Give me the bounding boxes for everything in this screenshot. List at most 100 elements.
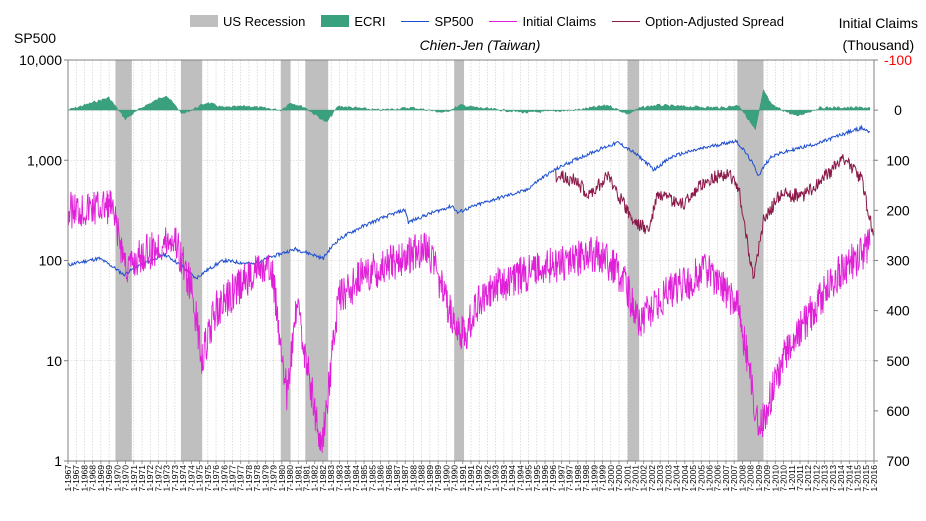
x-axis-tick-label: 1-2007: [721, 465, 731, 492]
legend-label-recession: US Recession: [223, 13, 306, 29]
x-axis-tick-label: 7-1998: [581, 465, 591, 492]
x-axis-tick-label: 7-2009: [762, 465, 772, 492]
claims-swatch-icon: [489, 20, 518, 22]
x-axis-tick-label: 7-1981: [302, 465, 312, 492]
x-axis-tick-label: 1-1989: [425, 465, 435, 492]
recession-bar: [180, 60, 203, 461]
x-axis-tick-label: 1-1968: [79, 465, 89, 492]
x-axis-tick-label: 1-1980: [277, 465, 287, 492]
x-axis-tick-label: 7-1967: [71, 465, 81, 492]
x-axis-tick-label: 1-1988: [408, 465, 418, 492]
left-axis-tick-label: 100: [39, 253, 63, 269]
recession-bar: [115, 60, 132, 461]
legend-label-sp500: SP500: [434, 13, 474, 29]
x-axis-tick-label: 1-1967: [63, 465, 73, 492]
x-axis-tick-label: 7-1988: [417, 465, 427, 492]
x-axis-tick-label: 1-2015: [853, 465, 863, 492]
right-axis-tick-label: 400: [886, 303, 910, 319]
x-axis-tick-label: 1-1991: [458, 465, 468, 492]
x-axis-tick-label: 7-2010: [779, 465, 789, 492]
x-axis-tick-label: 7-1994: [515, 465, 525, 492]
legend-label-ecri: ECRI: [354, 13, 386, 29]
x-axis-tick-label: 1-2008: [737, 465, 747, 492]
recession-bar: [305, 60, 329, 461]
sp500-swatch-icon: [401, 20, 430, 22]
option-adjusted-spread-line: [555, 154, 874, 280]
x-axis-tick-label: 1-1983: [326, 465, 336, 492]
legend-item-recession: US Recession: [190, 14, 305, 29]
x-axis-tick-label: 1-1978: [244, 465, 254, 492]
x-axis-tick-label: 7-1993: [499, 465, 509, 492]
x-axis-tick-label: 7-1976: [219, 465, 229, 492]
x-axis-tick-label: 1-2013: [820, 465, 830, 492]
x-axis-tick-label: 1-1984: [343, 465, 353, 492]
x-axis-tick-label: 1-2009: [754, 465, 764, 492]
x-axis-tick-label: 1-1982: [310, 465, 320, 492]
x-axis-tick-label: 7-1989: [433, 465, 443, 492]
right-axis-tick-label: 600: [886, 403, 910, 419]
x-axis-tick-label: 1-2001: [622, 465, 632, 492]
x-axis-tick-label: 7-2013: [828, 465, 838, 492]
initial-claims-line: [67, 190, 871, 453]
recession-bar: [627, 60, 640, 461]
x-axis-tick-label: 7-2003: [663, 465, 673, 492]
x-axis-tick-label: 7-1996: [548, 465, 558, 492]
ecri-swatch-icon: [321, 15, 350, 27]
x-axis-tick-label: 1-1985: [359, 465, 369, 492]
x-axis-tick-label: 1-1979: [260, 465, 270, 492]
x-axis-tick-label: 7-2002: [647, 465, 657, 492]
x-axis-tick-label: 1-1995: [524, 465, 534, 492]
x-axis-tick-label: 7-1997: [565, 465, 575, 492]
legend-item-sp500: SP500: [401, 14, 473, 29]
x-axis-tick-label: 7-2012: [811, 465, 821, 492]
legend-item-spread: Option-Adjusted Spread: [612, 14, 784, 29]
x-axis-tick-label: 7-1970: [121, 465, 131, 492]
x-axis-tick-label: 7-1968: [88, 465, 98, 492]
x-axis-tick-label: 7-2014: [844, 465, 854, 492]
right-axis-title-line1: Initial Claims: [838, 15, 918, 31]
x-axis-tick-label: 1-1969: [96, 465, 106, 492]
x-axis-tick-label: 7-1991: [466, 465, 476, 492]
left-axis-tick-label: 10: [46, 353, 62, 369]
x-axis-tick-label: 7-2004: [680, 465, 690, 492]
x-axis-tick-label: 1-2000: [606, 465, 616, 492]
x-axis-tick-label: 7-2008: [746, 465, 756, 492]
x-axis-tick-label: 1-1990: [441, 465, 451, 492]
x-axis-tick-label: 7-1973: [170, 465, 180, 492]
right-axis-tick-label: 300: [886, 253, 910, 269]
x-axis-tick-label: 7-1975: [203, 465, 213, 492]
x-axis-tick-label: 1-2011: [787, 465, 797, 491]
x-axis-tick-label: 7-2006: [713, 465, 723, 492]
right-axis-tick-label: 500: [886, 353, 910, 369]
recession-bar: [737, 60, 764, 461]
recession-bar: [454, 60, 465, 461]
x-axis-tick-label: 7-1987: [400, 465, 410, 492]
x-axis-tick-label: 1-2004: [672, 465, 682, 492]
x-axis-tick-label: 7-1977: [236, 465, 246, 492]
x-axis-tick-label: 7-1969: [104, 465, 114, 492]
x-axis-tick-label: 1-2003: [655, 465, 665, 492]
x-axis-tick-label: 1-1977: [227, 465, 237, 492]
ecri-area: [67, 88, 871, 131]
x-axis-tick-label: 1-1996: [540, 465, 550, 492]
x-axis-tick-label: 1-2010: [770, 465, 780, 492]
x-axis-tick-label: 1-1973: [162, 465, 172, 492]
left-axis-tick-label: 10,000: [19, 52, 62, 68]
x-axis-tick-label: 1-1972: [145, 465, 155, 492]
legend-label-spread: Option-Adjusted Spread: [645, 13, 784, 29]
x-axis-tick-label: 1-1986: [376, 465, 386, 492]
x-axis-tick-label: 7-1982: [318, 465, 328, 492]
x-axis-tick-label: 1-2012: [803, 465, 813, 492]
sp500-line: [67, 124, 871, 280]
x-axis-tick-label: 7-1995: [532, 465, 542, 492]
x-axis-tick-label: 1-1987: [392, 465, 402, 492]
x-axis-tick-label: 7-2001: [630, 465, 640, 492]
left-axis-tick-label: 1: [54, 453, 62, 469]
x-axis-tick-label: 1-1974: [178, 465, 188, 492]
chart-title: Chien-Jen (Taiwan): [419, 37, 541, 53]
x-axis-tick-label: 7-2015: [861, 465, 871, 492]
x-axis-tick-label: 1-2005: [688, 465, 698, 492]
x-axis-tick-label: 7-2007: [729, 465, 739, 492]
spread-swatch-icon: [612, 20, 641, 22]
